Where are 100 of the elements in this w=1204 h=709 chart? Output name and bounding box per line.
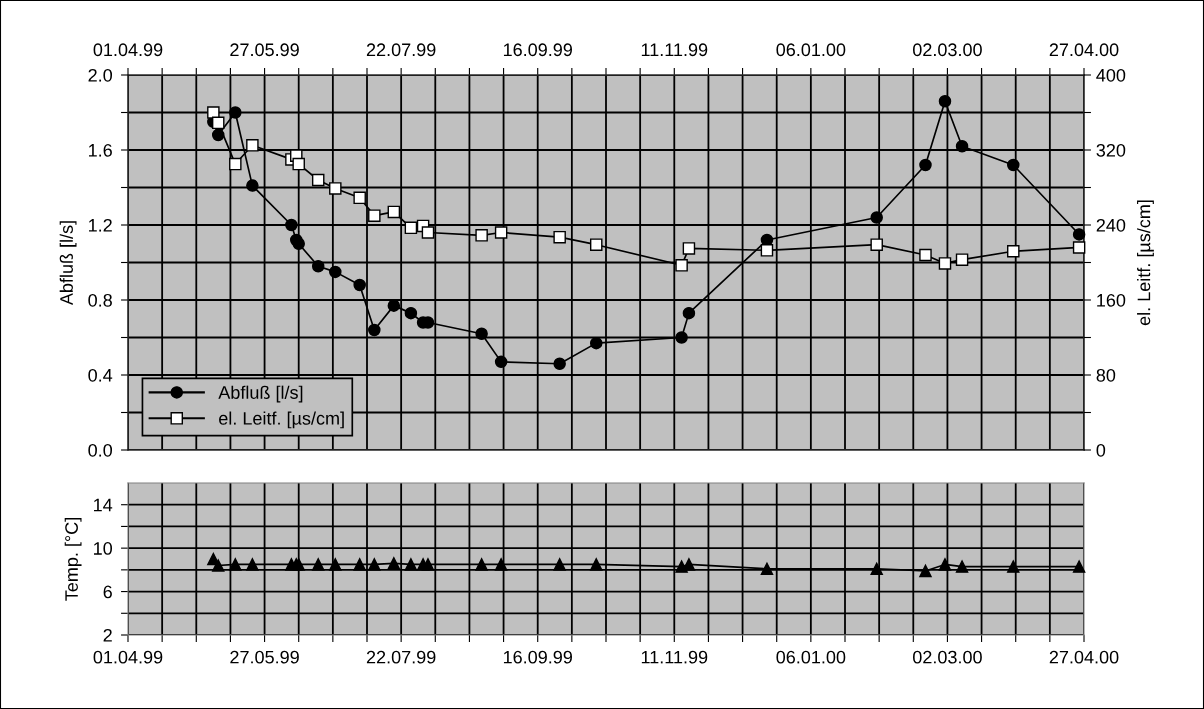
point — [494, 558, 508, 571]
point — [311, 173, 325, 187]
point — [955, 253, 969, 266]
point — [387, 205, 401, 219]
point — [589, 238, 603, 251]
y2-tick-label: 240 — [1096, 218, 1126, 232]
point — [938, 558, 952, 571]
point — [404, 306, 418, 320]
point — [682, 242, 696, 255]
point — [387, 557, 401, 570]
point — [475, 558, 488, 571]
y2-tick-label: 160 — [1097, 293, 1126, 307]
x-tick-label: 27.04.00 — [1049, 650, 1119, 664]
point — [211, 559, 225, 572]
point — [675, 259, 688, 272]
point — [368, 209, 381, 222]
x-tick-label: 06.01.00 — [776, 43, 846, 57]
y2-tick-label: 320 — [1096, 143, 1126, 157]
y-tick-label: 1.6 — [89, 143, 112, 157]
point — [919, 248, 932, 262]
point — [475, 229, 488, 242]
point — [368, 558, 381, 571]
point — [760, 244, 774, 257]
y-tick-label: 2 — [103, 628, 112, 642]
point — [285, 218, 298, 232]
point — [229, 106, 242, 119]
y-axis-title: Abfluß [l/s] — [59, 221, 77, 306]
x-tick-label: 22.07.99 — [366, 650, 436, 664]
point — [553, 558, 566, 571]
point — [404, 558, 418, 571]
y2-tick-label: 0 — [1096, 443, 1106, 457]
x-tick-label: 27.04.00 — [1049, 43, 1119, 57]
legend-label: el. Leitf. [µs/cm] — [219, 411, 344, 429]
point — [311, 558, 325, 571]
y-tick-label: 0.0 — [88, 443, 113, 457]
point — [329, 265, 342, 279]
x-tick-label: 22.07.99 — [366, 43, 436, 57]
x-tick-label: 16.09.99 — [503, 43, 572, 57]
point — [955, 560, 969, 573]
point — [760, 562, 774, 576]
point — [246, 139, 259, 152]
x-tick-label: 27.05.99 — [230, 650, 299, 664]
point — [870, 211, 883, 224]
x-tick-label: 02.03.00 — [913, 43, 982, 57]
point — [955, 139, 969, 153]
point — [1072, 560, 1086, 573]
x-tick-label: 11.11.99 — [641, 43, 708, 57]
y-tick-label: 10 — [94, 542, 113, 555]
point — [919, 564, 932, 578]
point — [353, 278, 366, 292]
y-tick-label: 2.0 — [88, 68, 113, 82]
point — [682, 306, 696, 320]
point — [404, 221, 418, 235]
y-tick-label: 0.8 — [88, 293, 112, 307]
x-tick-label: 16.09.99 — [503, 650, 572, 664]
point — [387, 299, 401, 312]
point — [353, 558, 366, 571]
point — [329, 182, 342, 195]
point — [311, 259, 325, 273]
point — [421, 558, 435, 571]
legend-label: Abfluß [l/s] — [218, 385, 303, 403]
point — [870, 562, 883, 576]
x-tick-label: 01.04.99 — [93, 650, 163, 664]
point — [229, 157, 242, 171]
point — [207, 106, 220, 119]
y-tick-label: 14 — [94, 498, 113, 512]
point — [675, 331, 688, 344]
point — [494, 226, 508, 239]
point — [553, 357, 566, 371]
point — [292, 237, 305, 251]
y-tick-label: 1.2 — [89, 218, 112, 232]
point — [329, 558, 342, 571]
point — [1072, 241, 1086, 254]
x-tick-label: 02.03.00 — [913, 650, 982, 664]
x-tick-label: 06.01.00 — [776, 650, 846, 664]
point — [938, 94, 952, 108]
point — [368, 323, 381, 337]
x-tick-label: 11.11.99 — [641, 650, 708, 664]
point — [1007, 560, 1020, 573]
y-tick-label: 0.4 — [88, 368, 113, 382]
point — [870, 238, 883, 251]
point — [246, 179, 259, 192]
point — [589, 558, 603, 571]
x-tick-label: 27.05.99 — [230, 43, 299, 57]
point — [353, 191, 366, 205]
x-tick-label: 01.04.99 — [93, 43, 163, 57]
y-tick-label: 6 — [103, 585, 112, 599]
point — [589, 336, 603, 350]
point — [229, 558, 242, 571]
point — [938, 257, 952, 270]
point — [211, 116, 225, 130]
point — [475, 327, 488, 341]
point — [292, 157, 305, 171]
point — [1007, 158, 1020, 172]
point — [553, 230, 566, 244]
point — [1007, 244, 1020, 258]
point — [246, 558, 259, 571]
y2-tick-label: 80 — [1096, 368, 1116, 382]
y-axis-title: Temp. [°C] — [64, 518, 82, 601]
point — [919, 158, 932, 172]
